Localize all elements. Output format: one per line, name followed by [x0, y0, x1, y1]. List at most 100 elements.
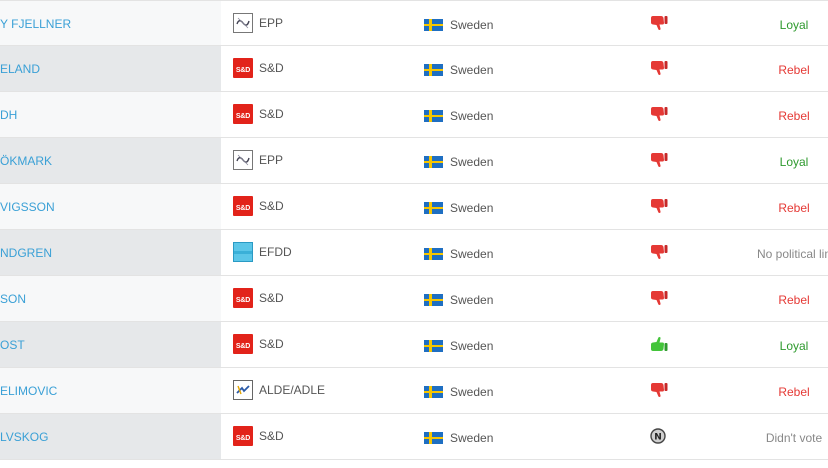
member-name-cell: VIGSSON: [0, 184, 221, 229]
political-group-label: EPP: [259, 16, 284, 30]
country: Sweden: [424, 201, 493, 215]
thumbs-down-icon[interactable]: [650, 382, 670, 400]
member-name-link[interactable]: ÖKMARK: [0, 154, 53, 168]
member-name-cell: ELAND: [0, 46, 221, 91]
sd-logo-text: S&D: [235, 297, 251, 304]
political-group-label: EFDD: [259, 245, 292, 259]
loyalty-status: Didn't vote: [765, 431, 823, 445]
loyalty-status: Loyal: [779, 339, 809, 353]
sweden-flag-icon: [424, 294, 443, 306]
loyalty-status: Rebel: [778, 385, 810, 399]
no-vote-icon[interactable]: N: [650, 428, 670, 446]
political-group-label: ALDE/ADLE: [259, 383, 326, 397]
alde-logo-icon: [233, 380, 253, 400]
loyalty-status: Loyal: [779, 18, 809, 32]
thumbs-down-icon[interactable]: [650, 152, 670, 170]
table-row: NDGREN EFDD Sweden No political lin: [0, 230, 828, 276]
epp-logo-icon: [233, 13, 253, 33]
country: Sweden: [424, 155, 493, 169]
member-name-cell: ELIMOVIC: [0, 368, 221, 413]
member-name-link[interactable]: SON: [0, 292, 27, 306]
country: Sweden: [424, 247, 493, 261]
member-name-cell: NDGREN: [0, 230, 221, 275]
member-name-link[interactable]: OST: [0, 338, 25, 352]
political-group: S&D S&D: [233, 57, 284, 79]
country: Sweden: [424, 385, 493, 399]
table-row: DH S&D S&D Sweden Rebel: [0, 92, 828, 138]
political-group-label: S&D: [259, 107, 284, 121]
country: Sweden: [424, 293, 493, 307]
member-name-link[interactable]: NDGREN: [0, 246, 53, 260]
sweden-flag-icon: [424, 202, 443, 214]
country-label: Sweden: [450, 293, 494, 307]
loyalty-status: Rebel: [778, 293, 810, 307]
country-label: Sweden: [450, 109, 494, 123]
table-row: ÖKMARK EPP Sweden Loyal: [0, 138, 828, 184]
political-group: S&D S&D: [233, 333, 284, 355]
sweden-flag-icon: [424, 156, 443, 168]
country-label: Sweden: [450, 155, 494, 169]
country-label: Sweden: [450, 18, 494, 32]
country-label: Sweden: [450, 63, 494, 77]
sd-logo-icon: S&D: [233, 426, 253, 446]
member-name-cell: DH: [0, 92, 221, 137]
thumbs-down-icon[interactable]: [650, 60, 670, 78]
thumbs-down-icon[interactable]: [650, 106, 670, 124]
sd-logo-icon: S&D: [233, 288, 253, 308]
sweden-flag-icon: [424, 19, 443, 31]
loyalty-status: Loyal: [779, 155, 809, 169]
table-row: ELIMOVIC ALDE/ADLE Sweden Rebel: [0, 368, 828, 414]
country: Sweden: [424, 431, 493, 445]
political-group-label: S&D: [259, 291, 284, 305]
country-label: Sweden: [450, 339, 494, 353]
member-name-link[interactable]: ELAND: [0, 62, 41, 76]
sd-logo-text: S&D: [235, 113, 251, 120]
sweden-flag-icon: [424, 340, 443, 352]
sweden-flag-icon: [424, 386, 443, 398]
member-name-cell: LVSKOG: [0, 414, 221, 459]
sweden-flag-icon: [424, 248, 443, 260]
sd-logo-text: S&D: [235, 67, 251, 74]
table-row: LVSKOG S&D S&D Sweden N Didn't vote: [0, 414, 828, 460]
thumbs-up-icon[interactable]: [650, 336, 670, 354]
table-row: VIGSSON S&D S&D Sweden Rebel: [0, 184, 828, 230]
epp-logo-icon: [233, 150, 253, 170]
member-name-link[interactable]: ELIMOVIC: [0, 384, 58, 398]
sd-logo-icon: S&D: [233, 196, 253, 216]
sd-logo-icon: S&D: [233, 58, 253, 78]
efdd-logo-icon: [233, 242, 253, 262]
country: Sweden: [424, 339, 493, 353]
political-group: EFDD: [233, 241, 292, 263]
thumbs-down-icon[interactable]: [650, 290, 670, 308]
political-group-label: S&D: [259, 61, 284, 75]
sd-logo-text: S&D: [235, 205, 251, 212]
country-label: Sweden: [450, 431, 494, 445]
member-name-link[interactable]: Y FJELLNER: [0, 17, 72, 31]
loyalty-status: No political lin: [756, 247, 828, 261]
member-name-link[interactable]: LVSKOG: [0, 430, 49, 444]
thumbs-down-icon[interactable]: [650, 244, 670, 262]
political-group: EPP: [233, 12, 283, 34]
country: Sweden: [424, 63, 493, 77]
loyalty-status: Rebel: [778, 109, 810, 123]
thumbs-down-icon[interactable]: [650, 15, 670, 33]
political-group: EPP: [233, 149, 283, 171]
political-group-label: S&D: [259, 337, 284, 351]
sweden-flag-icon: [424, 432, 443, 444]
member-name-link[interactable]: DH: [0, 108, 18, 122]
country-label: Sweden: [450, 247, 494, 261]
member-name-link[interactable]: VIGSSON: [0, 200, 55, 214]
sd-logo-text: S&D: [235, 435, 251, 442]
country: Sweden: [424, 109, 493, 123]
political-group: S&D S&D: [233, 287, 284, 309]
loyalty-status: Rebel: [778, 63, 810, 77]
sweden-flag-icon: [424, 64, 443, 76]
table-row: OST S&D S&D Sweden Loyal: [0, 322, 828, 368]
political-group-label: EPP: [259, 153, 284, 167]
political-group-label: S&D: [259, 429, 284, 443]
thumbs-down-icon[interactable]: [650, 198, 670, 216]
country-label: Sweden: [450, 201, 494, 215]
political-group: ALDE/ADLE: [233, 379, 325, 401]
table-row: ELAND S&D S&D Sweden Rebel: [0, 46, 828, 92]
country-label: Sweden: [450, 385, 494, 399]
